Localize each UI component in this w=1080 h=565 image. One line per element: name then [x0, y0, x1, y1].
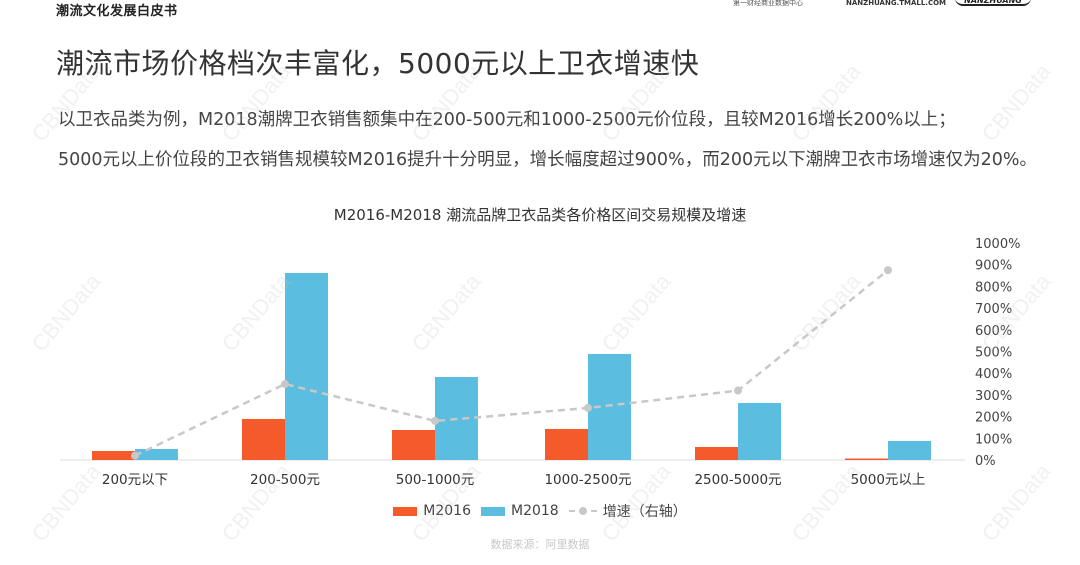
legend-growth: 增速（右轴）	[568, 501, 687, 521]
category-label: 1000-2500元	[544, 472, 631, 488]
growth-line-series	[131, 266, 892, 460]
growth-line	[134, 269, 889, 457]
right-axis-tick: 200%	[975, 411, 1012, 426]
legend-m2016: M2016	[393, 503, 471, 519]
right-axis: 0% 100% 200% 300% 400% 500% 600% 700% 800% 900% 10…	[975, 237, 1020, 469]
chart-title: M2016-M2018 潮流品牌卫衣品类各价格区间交易规模及增速	[333, 206, 747, 224]
bar-m2016	[242, 419, 285, 460]
right-axis-tick: 900%	[975, 259, 1012, 274]
paragraph-2: 5000元以上价位段的卫衣销售规模较M2016提升十分明显，增长幅度超过900%…	[58, 150, 1037, 170]
bar-m2018	[888, 441, 931, 460]
category-label: 2500-5000元	[694, 472, 781, 488]
right-axis-tick: 800%	[975, 280, 1012, 295]
paragraph-1: 以卫衣品类为例，M2018潮牌卫衣销售额集中在200-500元和1000-250…	[58, 110, 956, 130]
right-axis-tick: 500%	[975, 346, 1012, 361]
growth-point	[584, 403, 592, 412]
bar-m2018	[285, 273, 328, 460]
report-title: 潮流文化发展白皮书	[56, 4, 178, 19]
right-axis-tick: 400%	[975, 367, 1012, 382]
legend-growth-label: 增速（右轴）	[602, 504, 687, 520]
right-axis-tick: 1000%	[975, 237, 1020, 252]
legend-m2018-label: M2018	[511, 503, 559, 519]
bar-m2016	[392, 430, 435, 460]
tmall-logo: NANZHUANG.TMALL.COM	[846, 0, 947, 7]
growth-point	[734, 386, 742, 395]
dashed-line-marker-icon	[568, 506, 597, 516]
category-label: 200元以下	[102, 472, 168, 488]
legend-m2016-label: M2016	[423, 503, 471, 519]
bar-m2018	[738, 403, 781, 460]
bar-m2016	[845, 458, 888, 460]
right-axis-tick: 700%	[975, 302, 1012, 317]
data-source: 数据来源：阿里数据	[490, 538, 590, 551]
growth-point	[884, 266, 892, 275]
bar-m2016	[695, 447, 738, 460]
right-axis-tick: 600%	[975, 324, 1012, 339]
right-axis-tick: 0%	[975, 454, 996, 469]
right-axis-tick: 300%	[975, 389, 1012, 404]
legend-m2018: M2018	[481, 503, 559, 519]
bar-series	[92, 273, 931, 460]
category-label: 5000元以上	[851, 472, 926, 488]
page-title: 潮流市场价格档次丰富化，5000元以上卫衣增速快	[56, 47, 700, 80]
category-label: 200-500元	[250, 472, 320, 488]
chart-legend: M2016 M2018 增速（右轴）	[0, 501, 1080, 521]
cbndata-logo: 第一财经商业数据中心	[733, 0, 803, 7]
bar-m2016	[92, 451, 135, 460]
growth-point	[431, 416, 439, 425]
category-axis: 200元以下 200-500元 500-1000元 1000-2500元 2500-50…	[102, 472, 926, 488]
growth-point	[281, 380, 289, 389]
bar-m2016	[545, 429, 588, 460]
m2016-swatch-icon	[393, 506, 418, 516]
bar-m2018	[135, 449, 178, 460]
category-label: 500-1000元	[396, 472, 475, 488]
brand-logo: NANZHUANG	[955, 0, 1031, 6]
m2018-swatch-icon	[481, 506, 505, 516]
combo-chart: 0% 100% 200% 300% 400% 500% 600% 700% 800% 900% 10…	[60, 237, 1020, 488]
growth-point	[131, 451, 139, 460]
right-axis-tick: 100%	[975, 432, 1012, 447]
